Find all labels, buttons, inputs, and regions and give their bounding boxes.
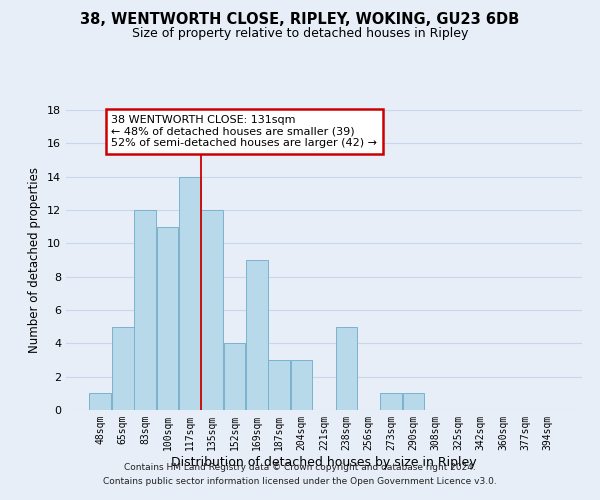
Bar (89, 394, 111, 410)
Bar (202, 210, 223, 410)
Bar (112, 326, 134, 410)
Bar (268, 360, 290, 410)
Bar (403, 394, 424, 410)
Bar (179, 176, 200, 410)
Text: Contains HM Land Registry data © Crown copyright and database right 2024.: Contains HM Land Registry data © Crown c… (124, 464, 476, 472)
Bar (291, 360, 313, 410)
Bar (335, 326, 357, 410)
Bar (157, 226, 178, 410)
Text: 38, WENTWORTH CLOSE, RIPLEY, WOKING, GU23 6DB: 38, WENTWORTH CLOSE, RIPLEY, WOKING, GU2… (80, 12, 520, 28)
Bar (246, 260, 268, 410)
Text: 38 WENTWORTH CLOSE: 131sqm
← 48% of detached houses are smaller (39)
52% of semi: 38 WENTWORTH CLOSE: 131sqm ← 48% of deta… (112, 115, 377, 148)
Bar (224, 344, 245, 410)
Y-axis label: Number of detached properties: Number of detached properties (28, 167, 41, 353)
Text: Size of property relative to detached houses in Ripley: Size of property relative to detached ho… (132, 28, 468, 40)
Bar (380, 394, 402, 410)
Bar (134, 210, 156, 410)
X-axis label: Distribution of detached houses by size in Ripley: Distribution of detached houses by size … (171, 456, 477, 468)
Text: Contains public sector information licensed under the Open Government Licence v3: Contains public sector information licen… (103, 477, 497, 486)
